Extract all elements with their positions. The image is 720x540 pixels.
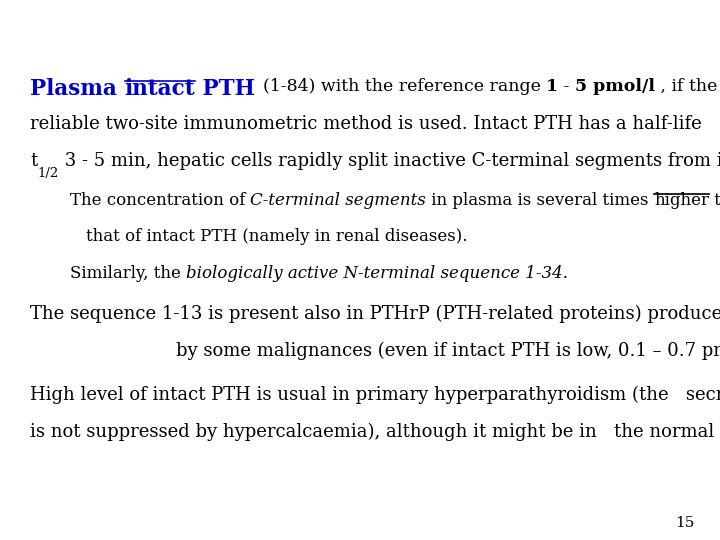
Text: 15: 15 <box>675 516 695 530</box>
Text: 1: 1 <box>546 78 558 95</box>
Text: The sequence 1-13 is present also in PTHrP (PTH-related proteins) produced: The sequence 1-13 is present also in PTH… <box>30 305 720 323</box>
Text: Similarly, the: Similarly, the <box>70 265 186 282</box>
Text: by some malignances (even if intact PTH is low, 0.1 – 0.7 pmol/l).: by some malignances (even if intact PTH … <box>176 342 720 360</box>
Text: intact: intact <box>125 78 195 100</box>
Text: t: t <box>30 152 37 170</box>
Text: higher: higher <box>654 192 709 208</box>
Text: is not suppressed by hypercalcaemia), although it might be in   the normal range: is not suppressed by hypercalcaemia), al… <box>30 423 720 441</box>
Text: 3 - 5 min, hepatic cells rapidly split inactive C-terminal segments from it.: 3 - 5 min, hepatic cells rapidly split i… <box>59 152 720 170</box>
Text: C-terminal segments: C-terminal segments <box>251 192 426 208</box>
Text: PTH: PTH <box>195 78 263 100</box>
Text: The concentration of: The concentration of <box>70 192 251 208</box>
Text: (1-84) with the reference range: (1-84) with the reference range <box>263 78 546 95</box>
Text: High level of intact PTH is usual in primary hyperparathyroidism (the   secretio: High level of intact PTH is usual in pri… <box>30 386 720 404</box>
Text: Plasma: Plasma <box>30 78 125 100</box>
Text: than: than <box>709 192 720 208</box>
Text: biologically active N-terminal sequence 1-34.: biologically active N-terminal sequence … <box>186 265 568 282</box>
Text: 5 pmol/l: 5 pmol/l <box>575 78 655 95</box>
Text: reliable two-site immunometric method is used. Intact PTH has a half-life: reliable two-site immunometric method is… <box>30 115 702 133</box>
Text: in plasma is several times: in plasma is several times <box>426 192 654 208</box>
Text: that of intact PTH (namely in renal diseases).: that of intact PTH (namely in renal dise… <box>86 228 467 245</box>
Text: , if the: , if the <box>655 78 718 95</box>
Text: -: - <box>558 78 575 95</box>
Text: 1/2: 1/2 <box>37 167 59 180</box>
